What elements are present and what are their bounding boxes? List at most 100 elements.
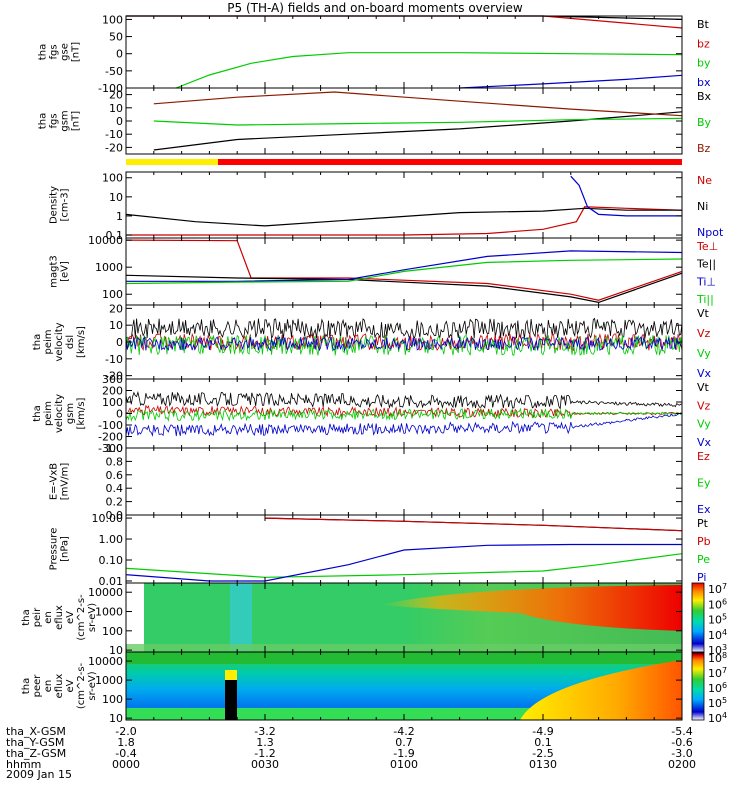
legend-entry-efield: Ey	[697, 477, 711, 490]
series-line-velocity-dsl-3	[125, 335, 683, 352]
y-tick-label: 0	[116, 115, 123, 128]
y-tick-label: -200	[98, 431, 123, 444]
y-tick-label: -100	[98, 419, 123, 432]
y-axis-label: [km/s]	[76, 326, 87, 358]
ephemeris-value: 0000	[112, 758, 140, 771]
y-tick-label: -20	[105, 141, 123, 154]
legend-entry-velocity-dsl: Vz	[697, 327, 711, 340]
y-axis-label: dsl	[65, 335, 76, 349]
y-axis-label: en	[43, 680, 54, 693]
y-axis-label: eV	[65, 679, 76, 692]
y-tick-label: 1	[116, 210, 123, 223]
colorbar-tick-label: 104	[708, 628, 727, 642]
ephemeris-value: 0.1	[534, 736, 552, 749]
panel-pressure: Pt Pb Pe Pi 10.00 1.00 0.10 0.01 Pressure [nPa]	[49, 512, 711, 588]
panel-frame-fgs-gsm	[125, 87, 683, 155]
series-line-velocity-gsm-3	[125, 412, 683, 437]
legend-entry-fgs-gsm: Bx	[697, 90, 712, 103]
y-tick-label: 300	[102, 373, 123, 386]
ephemeris-row-label: tha_Z-GSM	[6, 747, 66, 760]
y-tick-label: 100	[102, 172, 123, 185]
y-tick-label: 10	[109, 191, 123, 204]
legend-entry-velocity-gsm: Vx	[697, 436, 712, 449]
electron-spectrogram-black-bar	[225, 680, 237, 720]
series-line-fgs-gsm-0	[153, 111, 683, 151]
y-tick-label: 0.2	[106, 496, 124, 509]
y-axis-label: velocity	[54, 322, 65, 361]
ephemeris-value: -2.0	[115, 725, 136, 738]
ephemeris-value: -3.0	[671, 747, 692, 760]
legend-entry-velocity-dsl: Vx	[697, 367, 712, 380]
legend-entry-fgs-gsm: Bz	[697, 142, 711, 155]
series-line-temperature-0	[125, 239, 683, 301]
ephemeris-value: 0100	[390, 758, 418, 771]
series-line-pressure-3	[125, 543, 682, 582]
y-axis-label: [km/s]	[76, 397, 87, 429]
colorbar-tick-label: 105	[708, 696, 727, 710]
y-tick-label: 20	[109, 89, 123, 102]
y-axis-label: [nT]	[71, 42, 82, 62]
y-axis-label: fgs	[49, 44, 60, 59]
y-axis-label: peim	[43, 401, 54, 426]
y-tick-label: 0.10	[99, 554, 124, 567]
ephemeris-value: 1.3	[256, 736, 274, 749]
y-axis-label: tha	[38, 113, 49, 129]
y-tick-label: 20	[109, 302, 123, 315]
electron-spectrogram-hot-region	[520, 660, 682, 720]
y-axis-label: magt3	[49, 255, 60, 288]
y-tick-label: 10	[109, 712, 123, 725]
colorbar-tick-label: 106	[708, 597, 727, 611]
legend-entry-temperature: Ti⊥	[696, 275, 716, 288]
y-tick-label: 100	[102, 693, 123, 706]
ephemeris-value: -0.4	[115, 747, 136, 760]
y-axis-label: gsm	[65, 403, 76, 424]
ephemeris-value: -1.2	[254, 747, 275, 760]
ephemeris-value: 0130	[529, 758, 557, 771]
ephemeris-row-label: tha_Y-GSM	[6, 736, 64, 749]
y-tick-label: -10	[105, 353, 123, 366]
y-axis-label: tha	[32, 405, 43, 421]
y-tick-label: 0	[116, 48, 123, 61]
y-axis-label: fgs	[49, 113, 60, 128]
legend-entry-fgs-gse: Bt	[697, 18, 710, 31]
legend-entry-fgs-gse: bx	[697, 76, 711, 89]
electron-spectrogram-yellow-cap	[225, 670, 237, 680]
legend-entry-fgs-gse: bz	[697, 37, 710, 50]
y-axis-label: tha	[21, 678, 32, 694]
y-axis-label: [nPa]	[60, 536, 71, 562]
y-axis-label: [eV]	[60, 261, 71, 282]
mode-bar-fast	[218, 159, 682, 165]
y-tick-label: 1000	[95, 674, 123, 687]
y-tick-label: 10	[109, 102, 123, 115]
colorbar-tick-label: 103	[708, 643, 727, 657]
ephemeris-value: 0200	[668, 758, 696, 771]
panel-frame-pressure	[125, 514, 683, 584]
y-axis-label: velocity	[54, 394, 65, 433]
y-axis-label: gsm	[60, 110, 71, 131]
y-tick-label: 100	[102, 288, 123, 301]
y-axis-label: eflux	[54, 605, 65, 630]
y-axis-label: eflux	[54, 674, 65, 699]
ephemeris-row-label: tha_X-GSM	[6, 725, 66, 738]
series-line-temperature-1	[125, 272, 683, 304]
y-axis-label: sr-eV)	[87, 671, 98, 700]
y-tick-label: 10000	[88, 586, 123, 599]
colorbar-ion-spectrogram	[691, 582, 705, 653]
y-axis-label: peim	[43, 329, 54, 354]
ephemeris-value: 0.7	[395, 736, 413, 749]
panel-velocity-dsl: Vt Vz Vy Vx 20 10 0 -10 -20 tha peim velocity dsl [km…	[32, 302, 712, 382]
legend-entry-density: Npot	[697, 226, 724, 239]
colorbar-electron-spectrogram	[691, 651, 705, 721]
colorbar-tick-label: 107	[708, 582, 727, 596]
legend-entry-pressure: Pi	[697, 571, 706, 584]
legend-entry-density: Ne	[697, 174, 712, 187]
y-tick-label: 10000	[88, 655, 123, 668]
y-tick-label: 0.01	[99, 575, 124, 588]
y-axis-label: sr-eV)	[87, 603, 98, 632]
ephemeris-value: -3.2	[254, 725, 275, 738]
colorbar-tick-label: 105	[708, 613, 727, 627]
